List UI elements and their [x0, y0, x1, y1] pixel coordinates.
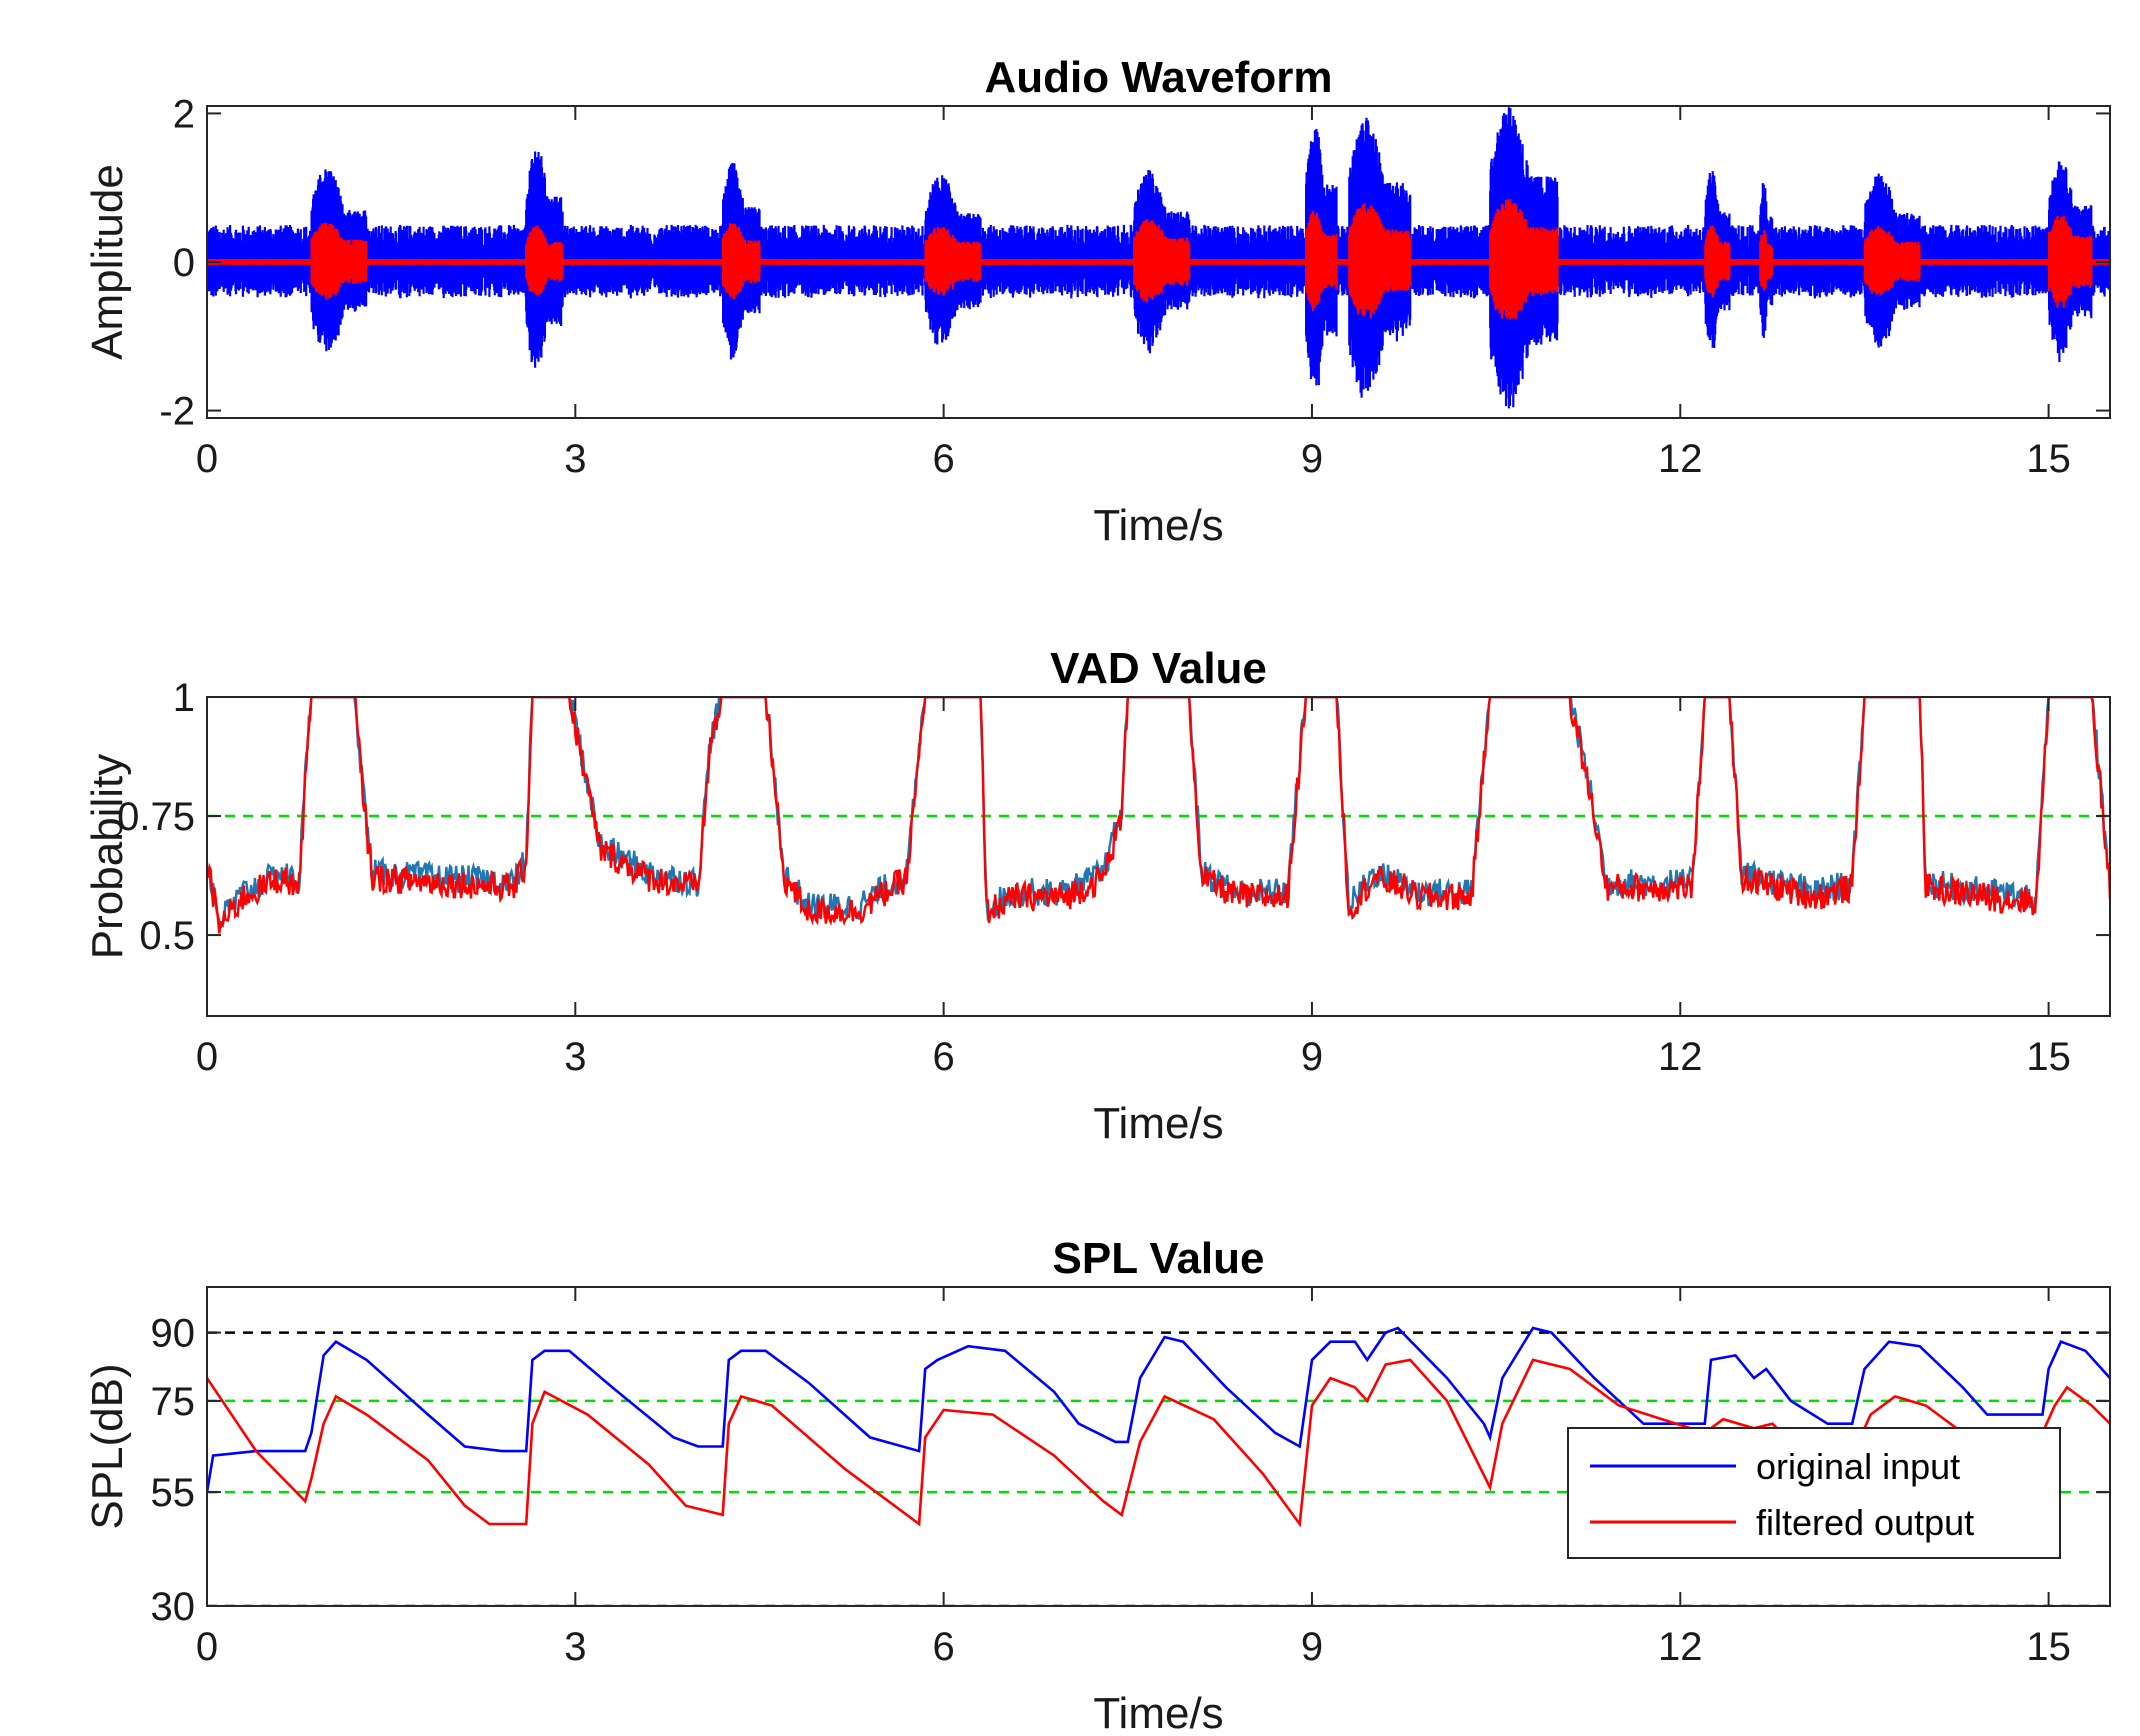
axes-box — [206, 696, 2111, 1017]
y-tick-label: 30 — [151, 1585, 196, 1629]
y-axis-label: SPL(dB) — [83, 1363, 132, 1529]
x-tick-label: 6 — [933, 1625, 955, 1669]
y-tick-label: 0 — [173, 241, 195, 285]
x-tick-label: 3 — [564, 1625, 586, 1669]
x-tick-label: 0 — [196, 1625, 218, 1669]
x-tick-label: 9 — [1301, 1625, 1323, 1669]
axes-box — [206, 1286, 2111, 1607]
legend-label-filtered: filtered output — [1756, 1502, 1974, 1543]
x-tick-label: 9 — [1301, 1035, 1323, 1079]
x-tick-label: 15 — [2026, 437, 2071, 481]
x-axis-label: Time/s — [1093, 501, 1223, 550]
series-original — [207, 1326, 2110, 1493]
x-tick-label: 3 — [564, 1035, 586, 1079]
panel-2: 0 3 6 9 12 15 0.5 0.75 1 VAD Value Time/s Probabili… — [83, 644, 2111, 1148]
y-tick-label: 0.5 — [139, 914, 195, 958]
y-tick-label: 2 — [173, 92, 195, 136]
y-axis-label: Amplitude — [83, 164, 132, 360]
series-original — [207, 697, 2110, 929]
chart-title: SPL Value — [1053, 1234, 1265, 1283]
x-tick-label: 12 — [1658, 1035, 1703, 1079]
plot-area — [207, 697, 2110, 934]
series-filtered-trace — [207, 199, 2110, 320]
legend-label-original: original input — [1756, 1446, 1960, 1487]
x-tick-label: 15 — [2026, 1035, 2071, 1079]
x-tick-label: 3 — [564, 437, 586, 481]
x-tick-label: 12 — [1658, 437, 1703, 481]
y-tick-label: 1 — [173, 676, 195, 720]
series-filtered — [207, 697, 2110, 934]
legend-box — [1567, 1427, 2061, 1559]
x-tick-label: 15 — [2026, 1625, 2071, 1669]
y-tick-label: 0.75 — [117, 795, 195, 839]
x-tick-label: 0 — [196, 437, 218, 481]
y-tick-label: 75 — [151, 1380, 196, 1424]
y-tick-label: 90 — [151, 1312, 196, 1356]
x-axis-label: Time/s — [1093, 1099, 1223, 1148]
y-tick-label: -2 — [159, 390, 195, 434]
series-filtered — [207, 199, 2110, 320]
x-tick-label: 6 — [933, 437, 955, 481]
legend: original input filtered output — [1567, 1427, 2061, 1559]
y-axis-label: Probability — [83, 754, 132, 959]
x-axis-label: Time/s — [1093, 1689, 1223, 1736]
chart-title: Audio Waveform — [985, 53, 1333, 102]
x-tick-label: 12 — [1658, 1625, 1703, 1669]
y-tick-label: 55 — [151, 1471, 196, 1515]
x-tick-label: 6 — [933, 1035, 955, 1079]
x-tick-label: 0 — [196, 1035, 218, 1079]
panel-3: 0 3 6 9 12 15 30 55 75 90 SPL Value Time/s SPL(dB) or… — [83, 1234, 2111, 1736]
chart-title: VAD Value — [1050, 644, 1267, 693]
x-tick-label: 9 — [1301, 437, 1323, 481]
plot-area — [207, 107, 2110, 409]
